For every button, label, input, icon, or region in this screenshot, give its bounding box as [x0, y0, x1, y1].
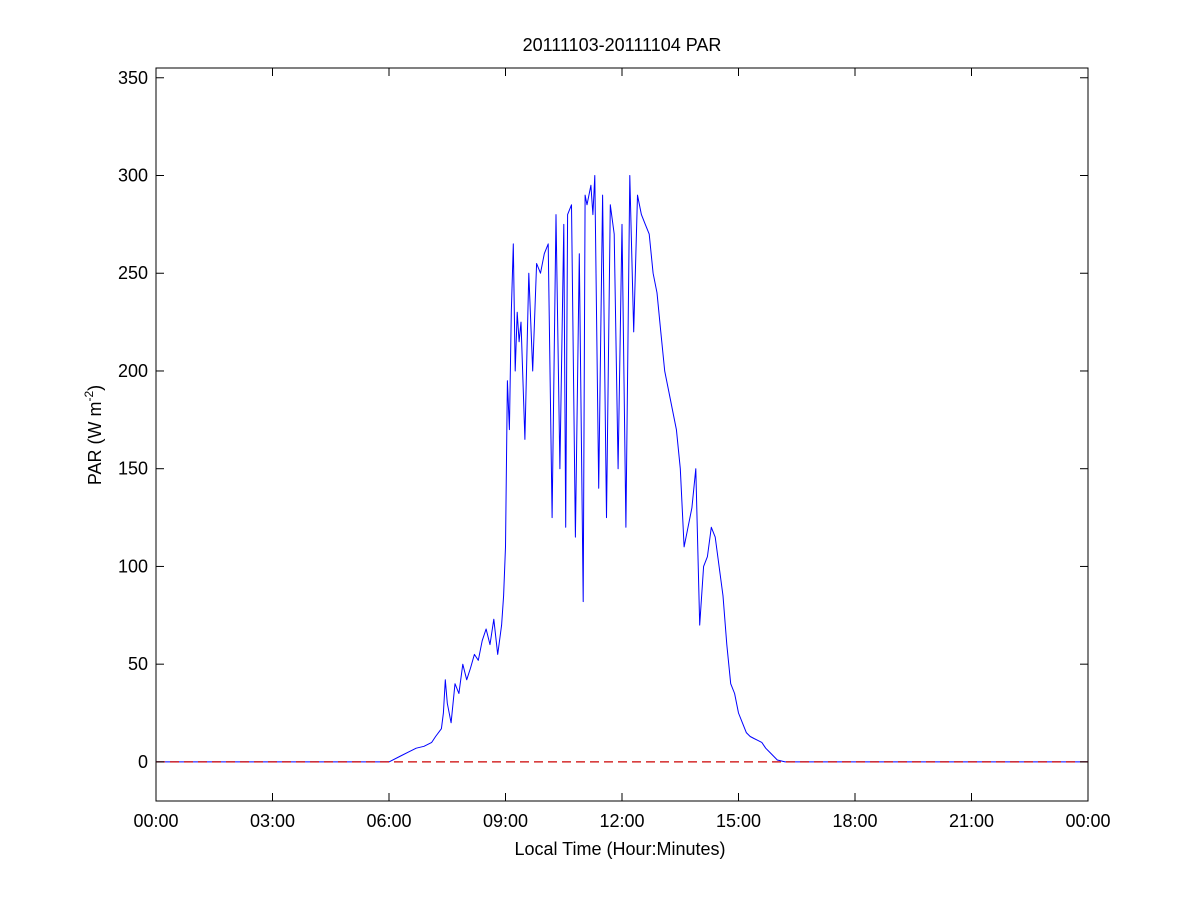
ticks-layer: 00:00 03:00 06:00 09:00 12:00 15:00 18:00 21:00…: [118, 68, 1111, 831]
x-tick-label: 21:00: [949, 811, 994, 831]
x-tick-label: 00:00: [133, 811, 178, 831]
x-tick-label: 03:00: [250, 811, 295, 831]
x-tick-label: 12:00: [599, 811, 644, 831]
y-tick-label: 200: [118, 361, 148, 381]
chart-title: 20111103-20111104 PAR: [523, 35, 722, 55]
y-tick-label: 0: [138, 752, 148, 772]
y-tick-label: 250: [118, 263, 148, 283]
y-axis-title-superscript: -2: [82, 391, 96, 402]
x-tick-label: 09:00: [483, 811, 528, 831]
y-tick-label: 50: [128, 654, 148, 674]
y-tick-label: 100: [118, 556, 148, 576]
x-tick-label: 06:00: [366, 811, 411, 831]
par-series-line: [156, 175, 1088, 763]
y-axis-title-main: PAR (W m: [85, 402, 105, 486]
y-axis-title-end: ): [85, 385, 105, 391]
y-axis-title: PAR (W m-2): [82, 385, 105, 485]
y-tick-label: 300: [118, 166, 148, 186]
y-tick-label: 150: [118, 459, 148, 479]
x-tick-label: 00:00: [1065, 811, 1110, 831]
x-axis-title: Local Time (Hour:Minutes): [514, 839, 725, 859]
y-tick-label: 350: [118, 68, 148, 88]
series-layer: [156, 175, 1088, 763]
x-tick-label: 15:00: [716, 811, 761, 831]
plot-area-frame: [155, 67, 1089, 802]
x-tick-label: 18:00: [832, 811, 877, 831]
